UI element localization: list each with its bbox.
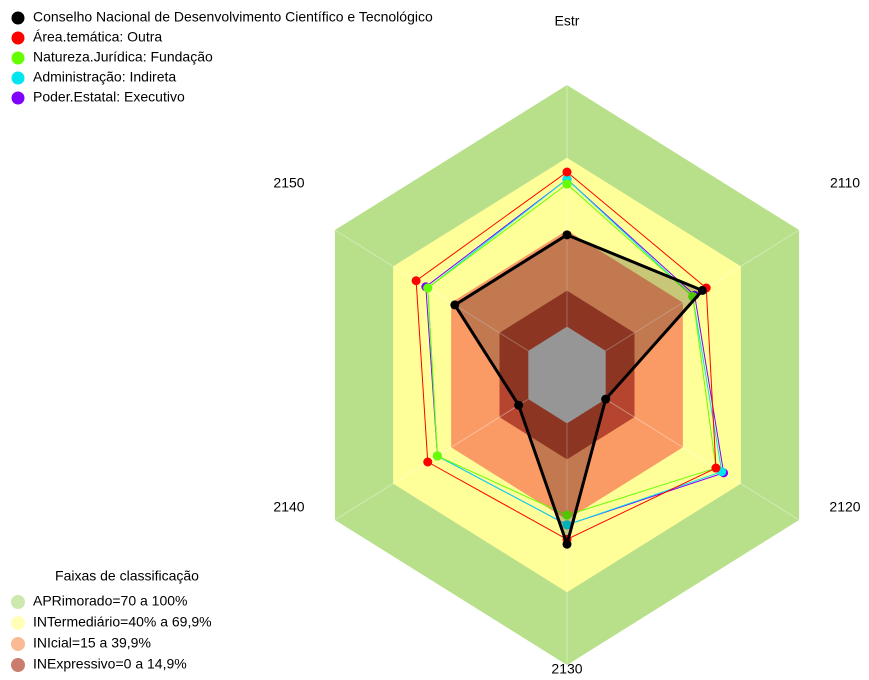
axis-label: 2110 — [830, 175, 860, 191]
data-point — [562, 520, 572, 530]
axis-label: Estr — [555, 13, 580, 29]
spoke — [605, 398, 800, 521]
data-point — [514, 400, 524, 410]
data-point — [562, 167, 572, 177]
band-legend-marker — [11, 637, 25, 651]
data-point — [697, 285, 707, 295]
axis-label: 2130 — [551, 661, 582, 677]
data-point — [423, 283, 433, 293]
band-legend-label: APRimorado=70 a 100% — [33, 593, 188, 609]
band-legend-marker — [11, 658, 25, 672]
band-legend-marker — [11, 616, 25, 630]
band-legend-marker — [11, 595, 25, 609]
axis-label: 2120 — [829, 499, 860, 515]
band-legend-label: INExpressivo=0 a 14,9% — [33, 656, 187, 672]
axis-label: 2140 — [273, 499, 304, 515]
spoke — [334, 398, 529, 521]
legend-label: Natureza.Jurídica: Fundação — [33, 49, 213, 65]
legend-label: Área.temática: Outra — [33, 29, 162, 45]
legend-label: Administração: Indireta — [33, 69, 176, 85]
data-point — [562, 179, 572, 189]
data-point — [562, 510, 572, 520]
data-point — [411, 276, 421, 286]
legend-marker — [11, 31, 25, 45]
data-point — [562, 230, 572, 240]
legend-marker — [11, 71, 25, 85]
data-point — [711, 463, 721, 473]
legend-marker — [11, 11, 25, 25]
axis-label: 2150 — [273, 175, 304, 191]
legend-marker — [11, 91, 25, 105]
spoke — [334, 229, 529, 352]
data-point — [432, 451, 442, 461]
data-point — [562, 539, 572, 549]
data-point — [601, 394, 611, 404]
bands-legend-title: Faixas de classificação — [55, 568, 199, 584]
band-legend-label: INIcial=15 a 39,9% — [33, 635, 151, 651]
inner-area — [528, 326, 606, 424]
data-point — [423, 457, 433, 467]
legend-marker — [11, 51, 25, 65]
data-point — [450, 300, 460, 310]
legend-label: Poder.Estatal: Executivo — [33, 89, 185, 105]
band-legend-label: INTermediário=40% a 69,9% — [33, 614, 212, 630]
legend-label: Conselho Nacional de Desenvolvimento Cie… — [33, 9, 433, 25]
